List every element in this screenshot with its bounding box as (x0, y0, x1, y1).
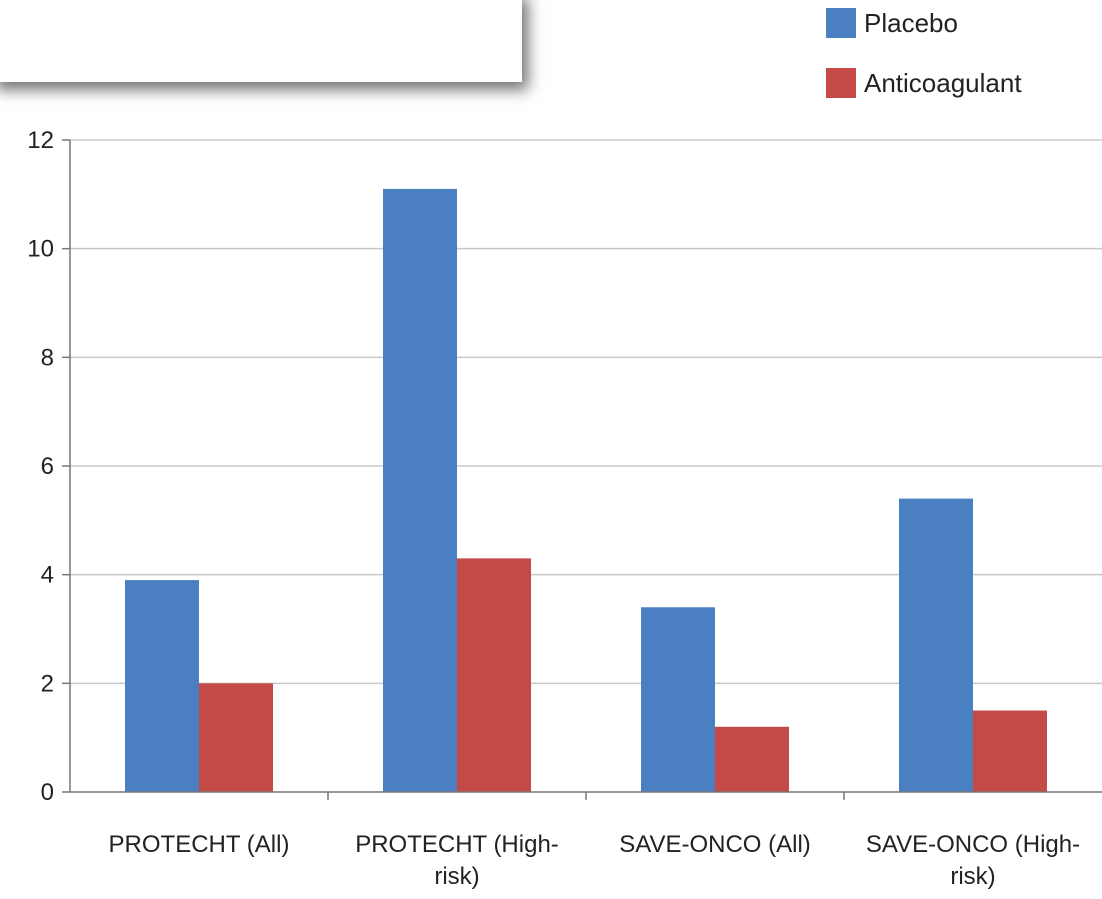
bar-anticoagulant (973, 710, 1047, 792)
legend-item-placebo: Placebo (826, 6, 1022, 40)
x-category-label: SAVE-ONCO (All) (619, 831, 811, 858)
y-tick-label: 12 (27, 127, 54, 154)
x-category-label-line: PROTECHT (High- (355, 831, 559, 858)
bar-placebo (383, 188, 457, 792)
legend-swatch-anticoagulant (826, 68, 856, 98)
x-category-label: SAVE-ONCO (High-risk) (866, 831, 1080, 890)
axes (62, 139, 1102, 800)
bar-anticoagulant (199, 683, 273, 792)
overlay-panel (0, 0, 522, 82)
y-tick-label: 0 (41, 779, 54, 806)
y-tick-label: 8 (41, 344, 54, 371)
gridlines (70, 139, 1102, 685)
bars (125, 188, 1047, 792)
x-category-label-line: PROTECHT (All) (109, 831, 290, 858)
bar-placebo (125, 580, 199, 792)
legend-label-anticoagulant: Anticoagulant (864, 67, 1022, 98)
bar-anticoagulant (715, 726, 789, 792)
x-category-label: PROTECHT (All) (109, 831, 290, 858)
axis-labels: 0 2 4 6 8 10 12 PROTECHT (All) PROTECHT (High-ri… (27, 127, 1080, 890)
x-category-label-line: risk) (434, 863, 479, 890)
y-tick-label: 10 (27, 236, 54, 263)
legend: Placebo Anticoagulant (826, 6, 1022, 126)
x-category-label-line: risk) (950, 863, 995, 890)
y-tick-label: 4 (41, 562, 54, 589)
legend-swatch-placebo (826, 8, 856, 38)
y-tick-label: 6 (41, 453, 54, 480)
bar-placebo (899, 498, 973, 792)
x-category-label-line: SAVE-ONCO (High- (866, 831, 1080, 858)
bar-anticoagulant (457, 558, 531, 792)
bar-placebo (641, 607, 715, 792)
y-tick-label: 2 (41, 670, 54, 697)
legend-item-anticoagulant: Anticoagulant (826, 66, 1022, 100)
x-category-label-line: SAVE-ONCO (All) (619, 831, 811, 858)
x-category-label: PROTECHT (High-risk) (355, 831, 559, 890)
legend-label-placebo: Placebo (864, 7, 958, 38)
